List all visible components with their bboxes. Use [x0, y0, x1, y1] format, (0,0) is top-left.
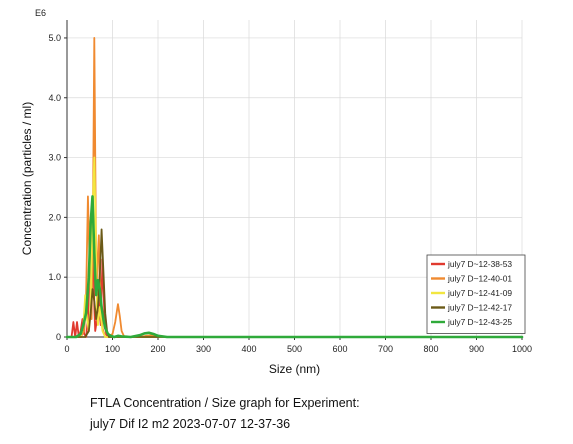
- y-tick-label: 3.0: [48, 153, 61, 163]
- series-line-3: [66, 156, 523, 338]
- x-axis-label: Size (nm): [269, 362, 320, 376]
- y-tick-label: 4.0: [48, 93, 61, 103]
- x-tick-label: 700: [378, 344, 393, 354]
- y-tick-label: 0: [56, 332, 61, 342]
- chart: 0 100 200 300 400 500 600 700 800 900 1000 0 1.0 2.0 3…: [20, 8, 532, 376]
- x-tick-label: 1000: [512, 344, 532, 354]
- caption-line-1: FTLA Concentration / Size graph for Expe…: [90, 396, 360, 410]
- y-axis-label: Concentration (particles / ml): [20, 102, 34, 255]
- x-tick-label: 400: [241, 344, 256, 354]
- y-multiplier-label: E6: [35, 8, 46, 18]
- y-tick-label: 2.0: [48, 212, 61, 222]
- x-tick-label: 500: [287, 344, 302, 354]
- legend-label: july7 D~12-42-17: [447, 303, 512, 313]
- caption-line-2: july7 Dif I2 m2 2023-07-07 12-37-36: [90, 417, 291, 431]
- y-tick-label: 5.0: [48, 33, 61, 43]
- x-tick-label: 100: [105, 344, 120, 354]
- x-tick-label: 300: [196, 344, 211, 354]
- x-tick-label: 0: [64, 344, 69, 354]
- series-line-5: [65, 195, 524, 339]
- legend-box: [426, 254, 526, 334]
- x-tick-label: 800: [423, 344, 438, 354]
- x-tick-label: 600: [332, 344, 347, 354]
- series-lines: [65, 37, 524, 339]
- legend: july7 D~12-38-53 july7 D~12-40-01 july7 D~…: [426, 254, 526, 334]
- x-tick-label: 900: [469, 344, 484, 354]
- legend-label: july7 D~12-43-25: [447, 317, 512, 327]
- y-tick-label: 1.0: [48, 272, 61, 282]
- legend-label: july7 D~12-38-53: [447, 259, 512, 269]
- legend-label: july7 D~12-40-01: [447, 274, 512, 284]
- x-tick-label: 200: [150, 344, 165, 354]
- legend-label: july7 D~12-41-09: [447, 288, 512, 298]
